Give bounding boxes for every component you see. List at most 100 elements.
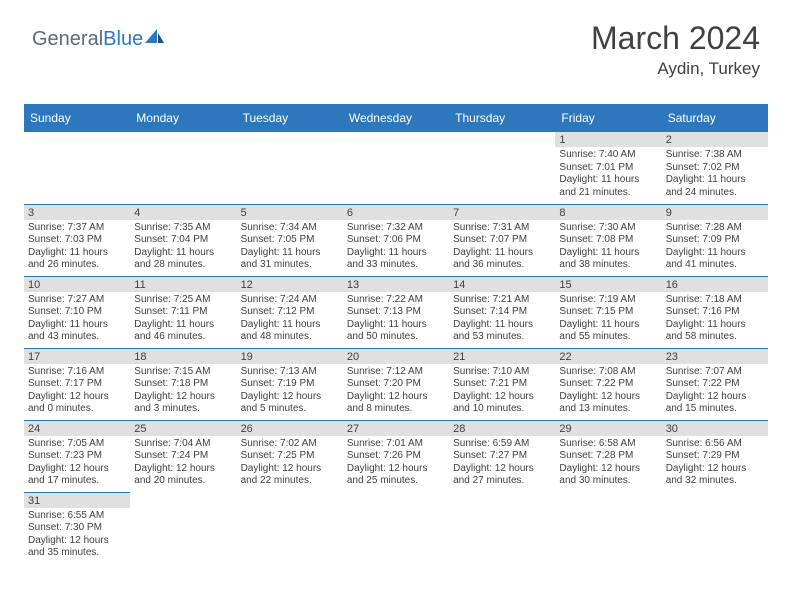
day-details: Sunrise: 7:32 AMSunset: 7:06 PMDaylight:…: [343, 220, 449, 275]
calendar-table: SundayMondayTuesdayWednesdayThursdayFrid…: [24, 104, 768, 564]
calendar-week-row: 10Sunrise: 7:27 AMSunset: 7:10 PMDayligh…: [24, 276, 768, 348]
calendar-cell: 26Sunrise: 7:02 AMSunset: 7:25 PMDayligh…: [237, 420, 343, 492]
calendar-cell: 6Sunrise: 7:32 AMSunset: 7:06 PMDaylight…: [343, 204, 449, 276]
day-number: 28: [449, 421, 555, 436]
day-sunrise: Sunrise: 7:38 AM: [666, 149, 764, 162]
day-daylight: Daylight: 12 hours and 5 minutes.: [241, 391, 339, 416]
day-number: 26: [237, 421, 343, 436]
day-sunset: Sunset: 7:19 PM: [241, 378, 339, 391]
calendar-cell: 30Sunrise: 6:56 AMSunset: 7:29 PMDayligh…: [662, 420, 768, 492]
calendar-cell: 15Sunrise: 7:19 AMSunset: 7:15 PMDayligh…: [555, 276, 661, 348]
logo-text-2: Blue: [103, 28, 143, 51]
day-details: Sunrise: 7:01 AMSunset: 7:26 PMDaylight:…: [343, 436, 449, 491]
calendar-cell: [24, 132, 130, 204]
calendar-cell: 5Sunrise: 7:34 AMSunset: 7:05 PMDaylight…: [237, 204, 343, 276]
calendar-week-row: 3Sunrise: 7:37 AMSunset: 7:03 PMDaylight…: [24, 204, 768, 276]
day-details: Sunrise: 7:07 AMSunset: 7:22 PMDaylight:…: [662, 364, 768, 419]
day-sunset: Sunset: 7:21 PM: [453, 378, 551, 391]
day-number: 24: [24, 421, 130, 436]
calendar-week-row: 31Sunrise: 6:55 AMSunset: 7:30 PMDayligh…: [24, 492, 768, 564]
day-sunrise: Sunrise: 6:58 AM: [559, 438, 657, 451]
calendar-cell: 17Sunrise: 7:16 AMSunset: 7:17 PMDayligh…: [24, 348, 130, 420]
day-number: 16: [662, 277, 768, 292]
day-details: Sunrise: 7:27 AMSunset: 7:10 PMDaylight:…: [24, 292, 130, 347]
day-details: Sunrise: 7:13 AMSunset: 7:19 PMDaylight:…: [237, 364, 343, 419]
calendar-cell: [555, 492, 661, 564]
day-sunset: Sunset: 7:10 PM: [28, 306, 126, 319]
calendar-cell: 25Sunrise: 7:04 AMSunset: 7:24 PMDayligh…: [130, 420, 236, 492]
day-daylight: Daylight: 11 hours and 48 minutes.: [241, 319, 339, 344]
calendar-cell: [237, 492, 343, 564]
calendar-cell: 28Sunrise: 6:59 AMSunset: 7:27 PMDayligh…: [449, 420, 555, 492]
day-daylight: Daylight: 12 hours and 22 minutes.: [241, 463, 339, 488]
calendar-cell: [237, 132, 343, 204]
calendar-cell: 4Sunrise: 7:35 AMSunset: 7:04 PMDaylight…: [130, 204, 236, 276]
day-daylight: Daylight: 12 hours and 13 minutes.: [559, 391, 657, 416]
calendar-cell: 29Sunrise: 6:58 AMSunset: 7:28 PMDayligh…: [555, 420, 661, 492]
day-number: 20: [343, 349, 449, 364]
day-daylight: Daylight: 11 hours and 33 minutes.: [347, 247, 445, 272]
day-sunrise: Sunrise: 7:30 AM: [559, 222, 657, 235]
day-details: Sunrise: 7:28 AMSunset: 7:09 PMDaylight:…: [662, 220, 768, 275]
day-sunset: Sunset: 7:13 PM: [347, 306, 445, 319]
day-daylight: Daylight: 12 hours and 17 minutes.: [28, 463, 126, 488]
day-details: Sunrise: 7:19 AMSunset: 7:15 PMDaylight:…: [555, 292, 661, 347]
day-details: Sunrise: 6:55 AMSunset: 7:30 PMDaylight:…: [24, 508, 130, 563]
day-sunrise: Sunrise: 7:28 AM: [666, 222, 764, 235]
day-sunset: Sunset: 7:27 PM: [453, 450, 551, 463]
location: Aydin, Turkey: [591, 59, 760, 79]
day-sunrise: Sunrise: 7:31 AM: [453, 222, 551, 235]
day-daylight: Daylight: 11 hours and 43 minutes.: [28, 319, 126, 344]
calendar-cell: 3Sunrise: 7:37 AMSunset: 7:03 PMDaylight…: [24, 204, 130, 276]
day-number: 5: [237, 205, 343, 220]
weekday-header: Wednesday: [343, 104, 449, 132]
day-number: 2: [662, 132, 768, 147]
day-sunset: Sunset: 7:25 PM: [241, 450, 339, 463]
day-number: 8: [555, 205, 661, 220]
calendar-cell: [449, 492, 555, 564]
day-sunrise: Sunrise: 7:40 AM: [559, 149, 657, 162]
calendar-cell: 2Sunrise: 7:38 AMSunset: 7:02 PMDaylight…: [662, 132, 768, 204]
day-number: 9: [662, 205, 768, 220]
day-number: 30: [662, 421, 768, 436]
day-details: Sunrise: 7:02 AMSunset: 7:25 PMDaylight:…: [237, 436, 343, 491]
day-sunset: Sunset: 7:22 PM: [666, 378, 764, 391]
day-details: Sunrise: 7:24 AMSunset: 7:12 PMDaylight:…: [237, 292, 343, 347]
day-details: Sunrise: 7:34 AMSunset: 7:05 PMDaylight:…: [237, 220, 343, 275]
day-number: 25: [130, 421, 236, 436]
day-sunset: Sunset: 7:30 PM: [28, 522, 126, 535]
logo-text-1: General: [32, 28, 103, 51]
day-daylight: Daylight: 11 hours and 53 minutes.: [453, 319, 551, 344]
day-sunset: Sunset: 7:28 PM: [559, 450, 657, 463]
day-sunrise: Sunrise: 7:08 AM: [559, 366, 657, 379]
day-sunset: Sunset: 7:09 PM: [666, 234, 764, 247]
day-details: Sunrise: 7:35 AMSunset: 7:04 PMDaylight:…: [130, 220, 236, 275]
day-details: Sunrise: 6:59 AMSunset: 7:27 PMDaylight:…: [449, 436, 555, 491]
day-details: Sunrise: 7:08 AMSunset: 7:22 PMDaylight:…: [555, 364, 661, 419]
day-number: 11: [130, 277, 236, 292]
day-number: 18: [130, 349, 236, 364]
day-number: 3: [24, 205, 130, 220]
day-daylight: Daylight: 12 hours and 15 minutes.: [666, 391, 764, 416]
day-sunrise: Sunrise: 7:19 AM: [559, 294, 657, 307]
calendar-cell: 11Sunrise: 7:25 AMSunset: 7:11 PMDayligh…: [130, 276, 236, 348]
day-number: 10: [24, 277, 130, 292]
day-details: Sunrise: 7:22 AMSunset: 7:13 PMDaylight:…: [343, 292, 449, 347]
day-daylight: Daylight: 12 hours and 3 minutes.: [134, 391, 232, 416]
day-daylight: Daylight: 11 hours and 28 minutes.: [134, 247, 232, 272]
day-sunrise: Sunrise: 7:02 AM: [241, 438, 339, 451]
day-daylight: Daylight: 12 hours and 0 minutes.: [28, 391, 126, 416]
day-number: 22: [555, 349, 661, 364]
calendar-cell: 12Sunrise: 7:24 AMSunset: 7:12 PMDayligh…: [237, 276, 343, 348]
day-daylight: Daylight: 11 hours and 31 minutes.: [241, 247, 339, 272]
day-details: Sunrise: 7:38 AMSunset: 7:02 PMDaylight:…: [662, 147, 768, 202]
day-sunset: Sunset: 7:05 PM: [241, 234, 339, 247]
day-daylight: Daylight: 11 hours and 21 minutes.: [559, 174, 657, 199]
day-number: 4: [130, 205, 236, 220]
calendar-cell: 13Sunrise: 7:22 AMSunset: 7:13 PMDayligh…: [343, 276, 449, 348]
day-daylight: Daylight: 12 hours and 25 minutes.: [347, 463, 445, 488]
day-sunset: Sunset: 7:26 PM: [347, 450, 445, 463]
day-sunrise: Sunrise: 7:13 AM: [241, 366, 339, 379]
day-sunrise: Sunrise: 7:24 AM: [241, 294, 339, 307]
calendar-cell: 20Sunrise: 7:12 AMSunset: 7:20 PMDayligh…: [343, 348, 449, 420]
